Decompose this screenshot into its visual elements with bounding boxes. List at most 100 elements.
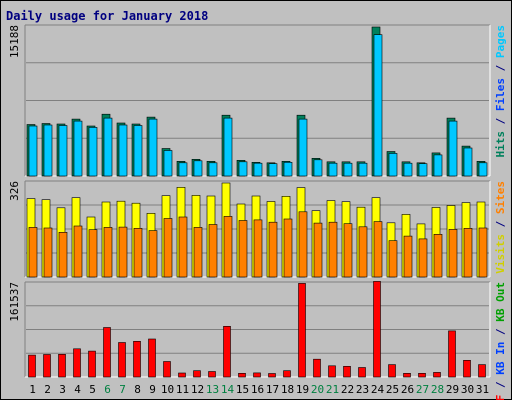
bar-files-day-4 [73,120,83,177]
bar-sites-day-13 [208,224,218,278]
bar-kbf-day-6 [103,327,111,378]
bar-files-day-7 [118,124,128,177]
legend-separator: / [494,375,507,395]
bar-files-day-19 [298,118,308,177]
bar-kbf-day-24 [373,281,381,378]
bar-sites-day-6 [103,227,113,278]
bar-kbf-day-9 [148,338,156,378]
bar-kbf-day-7 [118,342,126,378]
panel-kbytes: 161537KB F / KB In / KB Out [8,281,507,404]
x-tick-label: 12 [191,383,204,396]
bar-sites-day-28 [433,234,443,278]
bar-sites-day-22 [343,223,353,278]
legend-files: Files [494,78,507,111]
panel-legend: Visits / Sites [494,181,507,274]
bar-kbf-day-27 [418,372,426,378]
bar-files-day-25 [388,153,398,177]
x-axis-labels: 1 2 3 4 5 6 7 8 9 10 11 12 13 14 15 16 17 18 19 20 21 22 23 24 2… [29,383,489,396]
bar-files-day-20 [313,159,323,177]
bar-files-day-30 [463,147,473,177]
bar-kbf-day-31 [478,364,486,378]
bar-files-day-11 [178,162,188,177]
panel-visits-sites: 326 Visits / Sites [8,180,507,278]
x-tick-label: 18 [281,383,294,396]
legend-visits: Visits [494,234,507,274]
x-tick-label: 5 [89,383,96,396]
bar-files-day-5 [88,127,98,177]
bar-files-day-6 [103,117,113,177]
legend-separator: / [494,58,507,78]
bar-sites-day-27 [418,238,428,278]
bar-kbf-day-17 [268,373,276,378]
bar-kbf-day-8 [133,340,141,378]
bar-files-day-22 [343,162,353,177]
bar-files-day-1 [28,125,38,177]
legend-kb-out: KB Out [494,282,507,322]
bar-kbf-day-1 [28,354,36,378]
x-tick-label: 27 [416,383,429,396]
bar-sites-day-20 [313,222,323,278]
bar-sites-day-25 [388,240,398,278]
bar-sites-day-1 [28,227,38,278]
bar-files-day-29 [448,120,458,177]
bar-sites-day-17 [268,221,278,278]
bar-files-day-31 [478,162,488,177]
bar-files-day-27 [418,163,428,177]
x-tick-label: 3 [59,383,66,396]
bar-files-day-3 [58,125,68,177]
bar-sites-day-18 [283,218,293,278]
legend-hits: Hits [494,131,507,158]
x-tick-label: 28 [431,383,444,396]
x-tick-label: 30 [461,383,474,396]
bar-sites-day-14 [223,216,233,278]
x-tick-label: 14 [221,383,235,396]
bar-files-day-23 [358,162,368,177]
bar-files-day-10 [163,150,173,177]
bar-files-day-24 [373,34,383,177]
bar-kbf-day-13 [208,371,216,378]
x-tick-label: 15 [236,383,249,396]
bar-kbf-day-22 [343,365,351,378]
bar-sites-day-12 [193,227,203,278]
legend-separator: / [494,322,507,342]
bar-kbf-day-23 [358,367,366,378]
bar-sites-day-23 [358,226,368,278]
x-tick-label: 9 [149,383,156,396]
bar-kbf-day-16 [253,372,261,378]
panel-hits-files-pages: 15188 Hits / Files / Pages [8,24,507,177]
x-tick-label: 29 [446,383,459,396]
bar-kbf-day-28 [433,372,441,378]
legend-pages: Pages [494,25,507,58]
bar-kbf-day-12 [193,370,201,378]
x-tick-label: 1 [29,383,36,396]
bar-sites-day-24 [373,221,383,278]
x-tick-label: 17 [266,383,279,396]
bar-sites-day-15 [238,220,248,278]
legend-separator: / [494,214,507,234]
bar-kbf-day-15 [238,372,246,378]
bar-files-day-15 [238,161,248,177]
x-tick-label: 20 [311,383,324,396]
bar-kbf-day-30 [463,359,471,378]
x-tick-label: 24 [371,383,385,396]
x-tick-label: 31 [476,383,489,396]
bar-kbf-day-29 [448,330,456,378]
bar-kbf-day-20 [313,358,321,378]
chart-title: Daily usage for January 2018 [6,9,208,23]
bar-kbf-day-2 [43,354,51,378]
bar-files-day-12 [193,160,203,177]
bar-kbf-day-19 [298,283,306,378]
bar-kbf-day-3 [58,353,66,378]
panel-max-label: 161537 [8,282,21,322]
bar-files-day-21 [328,162,338,177]
x-tick-label: 23 [356,383,369,396]
bar-files-day-2 [43,124,53,177]
x-tick-label: 13 [206,383,219,396]
bar-kbf-day-18 [283,370,291,378]
bar-kbf-day-4 [73,348,81,378]
bar-sites-day-9 [148,230,158,278]
bar-sites-day-10 [163,218,173,278]
bar-sites-day-5 [88,229,98,278]
